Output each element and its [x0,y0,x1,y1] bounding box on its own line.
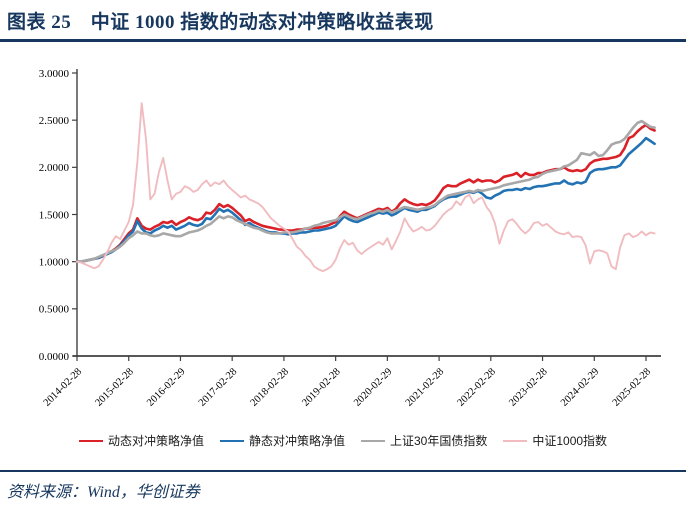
y-axis-tick-label: 1.5000 [39,209,70,221]
legend-swatch-blue-line [219,439,244,443]
legend-item-dynamic-hedge: 动态对冲策略净值 [78,433,204,449]
legend-item-treasury-index: 上证30年国债指数 [360,433,488,449]
legend-item-csi1000-index: 中证1000指数 [503,433,607,449]
legend-label: 动态对冲策略净值 [107,434,204,448]
chart-legend: 动态对冲策略净值 静态对冲策略净值 上证30年国债指数 中证1000指数 [0,433,686,449]
x-axis-tick-label: 2014-02-28 [42,366,84,408]
series-line-中证1000指数 [76,102,656,273]
x-axis-tick-label: 2015-02-28 [93,366,135,408]
y-axis-tick-label: 0.5000 [39,304,70,316]
x-axis-tick-label: 2024-02-29 [559,366,601,408]
y-axis-tick-label: 2.0000 [39,162,70,174]
legend-label: 上证30年国债指数 [389,434,488,448]
x-axis-tick-label: 2019-02-28 [300,366,342,408]
data-source-note: 资料来源：Wind，华创证券 [7,484,200,501]
footer-divider [0,470,686,472]
y-axis-tick-label: 2.5000 [39,115,70,127]
legend-label: 静态对冲策略净值 [248,434,345,448]
y-axis-tick-label: 3.0000 [39,68,70,80]
legend-label: 中证1000指数 [532,434,608,448]
series-line-上证30年国债指数 [75,119,656,264]
x-axis-tick-label: 2017-02-28 [197,366,239,408]
y-axis-tick-label: 1.0000 [39,256,70,268]
x-axis-tick-label: 2025-02-28 [611,366,653,408]
series-line-动态对冲策略净值 [75,123,656,264]
x-axis-tick-label: 2023-02-28 [507,366,549,408]
legend-swatch-red-line [78,439,103,443]
title-divider [0,39,686,42]
x-axis-tick-label: 2018-02-28 [249,366,291,408]
x-axis-tick-label: 2016-02-29 [145,366,187,408]
x-axis-tick-label: 2020-02-29 [352,366,394,408]
legend-item-static-hedge: 静态对冲策略净值 [219,433,345,449]
legend-swatch-gray-line [360,439,385,443]
x-axis-tick-label: 2021-02-28 [404,366,446,408]
line-chart: 3.0000 2.5000 2.0000 1.5000 1.0000 0.5000 0.00… [39,68,661,409]
y-axis-tick-label: 0.0000 [39,351,70,363]
legend-swatch-pink-line [503,439,528,443]
series-line-静态对冲策略净值 [75,136,656,264]
figure-title: 图表 25 中证 1000 指数的动态对冲策略收益表现 [7,12,434,33]
x-axis-tick-label: 2022-02-28 [456,366,498,408]
